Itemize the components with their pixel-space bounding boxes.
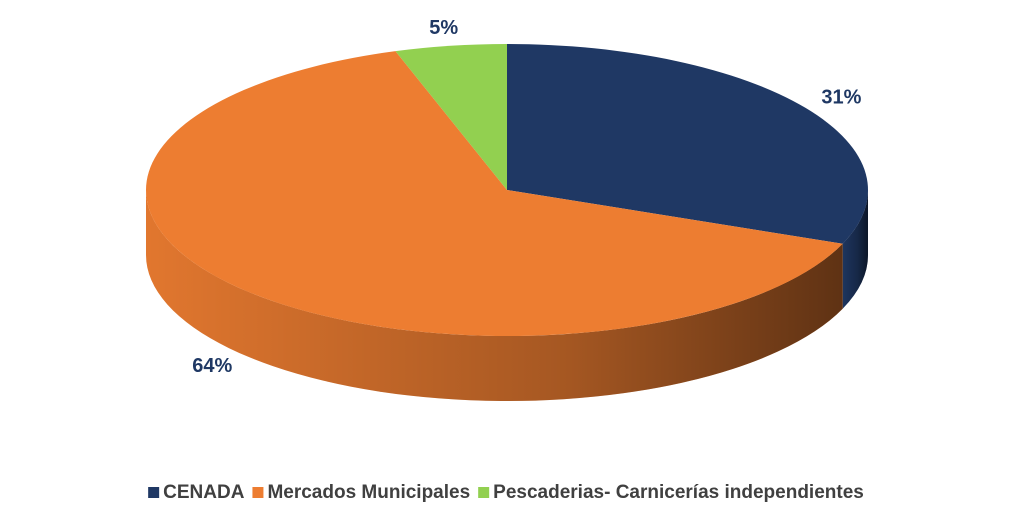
data-label: 64% [192,355,232,377]
legend-label: Mercados Municipales [267,482,470,503]
legend-label: Pescaderias- Carnicerías independientes [493,482,864,503]
legend-label: CENADA [163,482,245,503]
legend-swatch [252,487,264,498]
slice [395,44,507,190]
slice-side-shade [146,190,843,401]
legend-swatch [148,487,160,498]
slice-side-shade [842,190,868,309]
slice [507,44,868,244]
legend-swatch [478,487,490,498]
legend: CENADA Mercados Municipales Pescaderias- C… [148,482,864,503]
pie: 31% 64% 5% [145,17,868,401]
slice [145,51,843,337]
data-label: 5% [429,17,458,39]
data-label: 31% [821,86,861,108]
